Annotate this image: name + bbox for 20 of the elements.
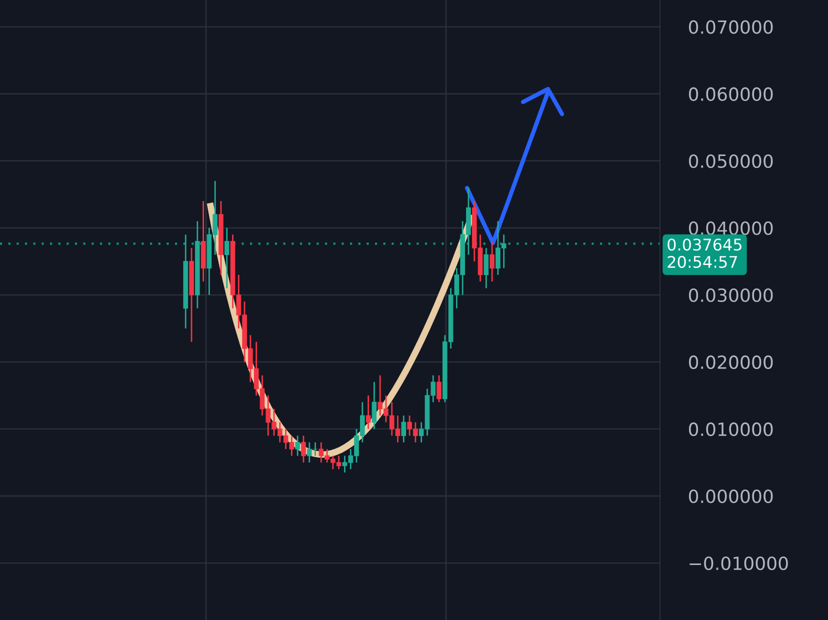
candlestick — [301, 434, 306, 464]
ref-line-label: 0.037645 — [668, 238, 742, 251]
y-tick-label: 0.020000 — [688, 355, 773, 370]
candlestick — [436, 374, 442, 403]
y-tick-label: 0.040000 — [688, 221, 773, 236]
y-tick-label: 0.000000 — [688, 489, 773, 504]
y-tick-label: 0.070000 — [688, 20, 773, 34]
y-tick-label: 0.050000 — [688, 154, 773, 168]
candlestick — [372, 381, 377, 430]
candlestick — [295, 434, 300, 456]
candlestick — [490, 240, 494, 282]
candlestick — [484, 247, 489, 289]
text: 20:54:57 — [668, 256, 737, 268]
y-tick-label: −0.010000 — [690, 556, 788, 570]
y-tick-label: 0.030000 — [688, 288, 773, 302]
y-tick-label: 0.060000 — [688, 87, 773, 101]
candlestick — [224, 227, 230, 289]
candlestick — [366, 394, 371, 430]
y-tick-label: 0.010000 — [688, 422, 773, 436]
candlestick — [401, 414, 406, 444]
